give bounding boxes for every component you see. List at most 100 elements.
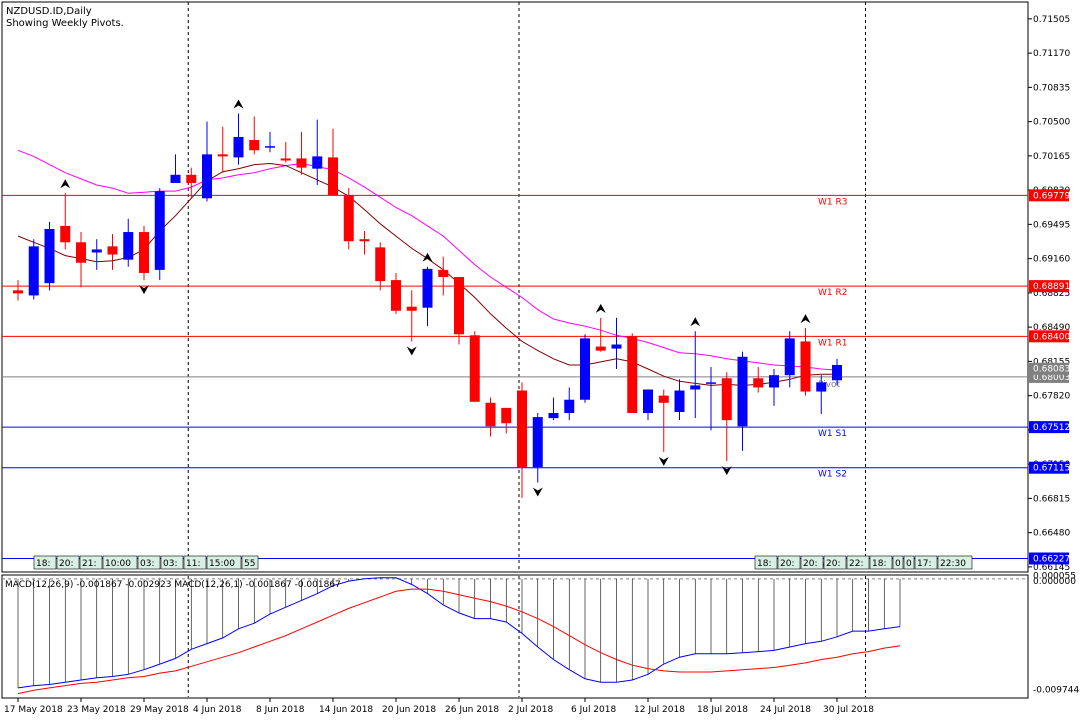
session-time-right-label: 20:: [780, 559, 794, 569]
candle-body: [13, 290, 23, 294]
session-time-label: 03:: [140, 559, 154, 569]
candle-body: [517, 390, 527, 468]
candle-body: [217, 154, 228, 157]
candle-body: [76, 242, 86, 263]
macd-signal-line: [17, 588, 901, 695]
candle-body: [233, 136, 244, 158]
y-tick-label: 0.70835: [1033, 83, 1070, 93]
pivot-price-label: 0.67115: [1033, 464, 1070, 474]
candle-body: [564, 399, 575, 414]
x-tick-label: 12 Jul 2018: [634, 705, 685, 715]
candle-body: [296, 158, 307, 168]
candle-body: [139, 232, 149, 273]
fractal-up-marker: [233, 99, 244, 109]
pivot-label: W1 R2: [818, 288, 847, 298]
candle-body: [737, 356, 748, 427]
x-tick-label: 2 Jul 2018: [508, 705, 553, 715]
session-time-right-box: [777, 555, 801, 570]
pivot-label: W1 R1: [818, 338, 847, 348]
candle-body: [643, 389, 653, 414]
candle-body: [359, 239, 370, 242]
pivot-price-label: 0.69779: [1033, 191, 1070, 201]
x-tick-label: 18 Jul 2018: [697, 705, 748, 715]
pivot-label: W1 S2: [818, 470, 847, 480]
y-tick-label: 0.69495: [1033, 220, 1070, 230]
candle-body: [154, 191, 165, 270]
candle-body: [422, 268, 433, 308]
candle-body: [44, 228, 55, 284]
candle-body: [454, 277, 464, 335]
session-time-box: [102, 555, 138, 570]
pivot-price-label: 0.68891: [1033, 282, 1070, 292]
session-time-box: [137, 555, 161, 570]
candle-body: [312, 156, 323, 169]
session-time-right-label: 18:: [872, 559, 886, 569]
session-time-label: 11:: [186, 559, 200, 569]
fractal-up-marker: [60, 179, 71, 189]
x-tick-label: 8 Jun 2018: [256, 705, 305, 715]
session-time-label: 03:: [163, 559, 177, 569]
fractal-down-marker: [139, 285, 149, 295]
candle-body: [28, 246, 39, 296]
y-tick-label: 0.68155: [1033, 357, 1070, 367]
session-time-label: 10:00: [105, 559, 131, 569]
session-time-right-box: [937, 555, 973, 570]
macd-line: [17, 577, 901, 689]
candle-body: [438, 269, 449, 278]
session-time-right-box: [846, 555, 870, 570]
candle-body: [202, 154, 212, 199]
pivot-price-box: [1029, 461, 1069, 474]
candle-body: [186, 174, 197, 183]
current-price-label: 0.68083: [1033, 365, 1070, 375]
candle-body: [658, 395, 669, 403]
session-time-label: 20:: [59, 559, 73, 569]
fractal-up-marker: [690, 317, 701, 327]
y-tick-label: 0.66145: [1033, 563, 1070, 573]
candle-body: [753, 378, 764, 388]
session-time-label: 55: [244, 559, 255, 569]
candle-body: [469, 335, 480, 402]
y-tick-label: 0.71170: [1033, 49, 1070, 59]
pivot-price-box: [1029, 330, 1069, 343]
session-time-label: 21:: [82, 559, 96, 569]
ma-slow-line: [17, 149, 838, 371]
candle-body: [690, 385, 701, 390]
pivot-label: W1 S1: [818, 429, 847, 439]
candle-body: [280, 158, 291, 161]
session-time-box: [160, 555, 184, 570]
x-tick-label: 30 Jul 2018: [823, 705, 874, 715]
macd-y-tick-label: -0.009744: [1033, 686, 1079, 696]
main-plot-frame: [1, 1, 1029, 573]
candle-body: [595, 346, 606, 351]
session-time-label: 15:00: [209, 559, 235, 569]
session-time-right-box: [914, 555, 938, 570]
candle-body: [706, 382, 716, 384]
session-time-label: 18:: [36, 559, 50, 569]
candle-body: [249, 140, 260, 151]
session-time-box: [241, 555, 259, 570]
candle-body: [170, 174, 181, 183]
pivot-price-label: 0.68003: [1033, 373, 1070, 383]
candle-body: [107, 246, 118, 255]
candle-body: [91, 249, 102, 253]
candle-body: [60, 225, 71, 243]
fractal-down-marker: [658, 456, 669, 466]
candle-body: [800, 341, 811, 392]
fractal-down-marker: [721, 466, 732, 476]
candle-body: [580, 338, 590, 400]
x-tick-label: 24 Jul 2018: [760, 705, 811, 715]
fractal-up-marker: [595, 303, 606, 313]
session-time-right-box: [869, 555, 893, 570]
candle-body: [343, 195, 354, 242]
session-time-box: [206, 555, 242, 570]
candle-body: [265, 146, 275, 148]
y-tick-label: 0.69160: [1033, 255, 1070, 265]
session-time-right-label: 20:: [803, 559, 817, 569]
session-time-right-label: 22:: [849, 559, 863, 569]
y-tick-label: 0.67820: [1033, 392, 1070, 402]
candle-body: [769, 375, 779, 388]
pivot-price-box: [1029, 552, 1069, 565]
candle-body: [501, 407, 512, 424]
y-tick-label: 0.66480: [1033, 529, 1070, 539]
pivot-price-label: 0.66227: [1033, 555, 1070, 565]
